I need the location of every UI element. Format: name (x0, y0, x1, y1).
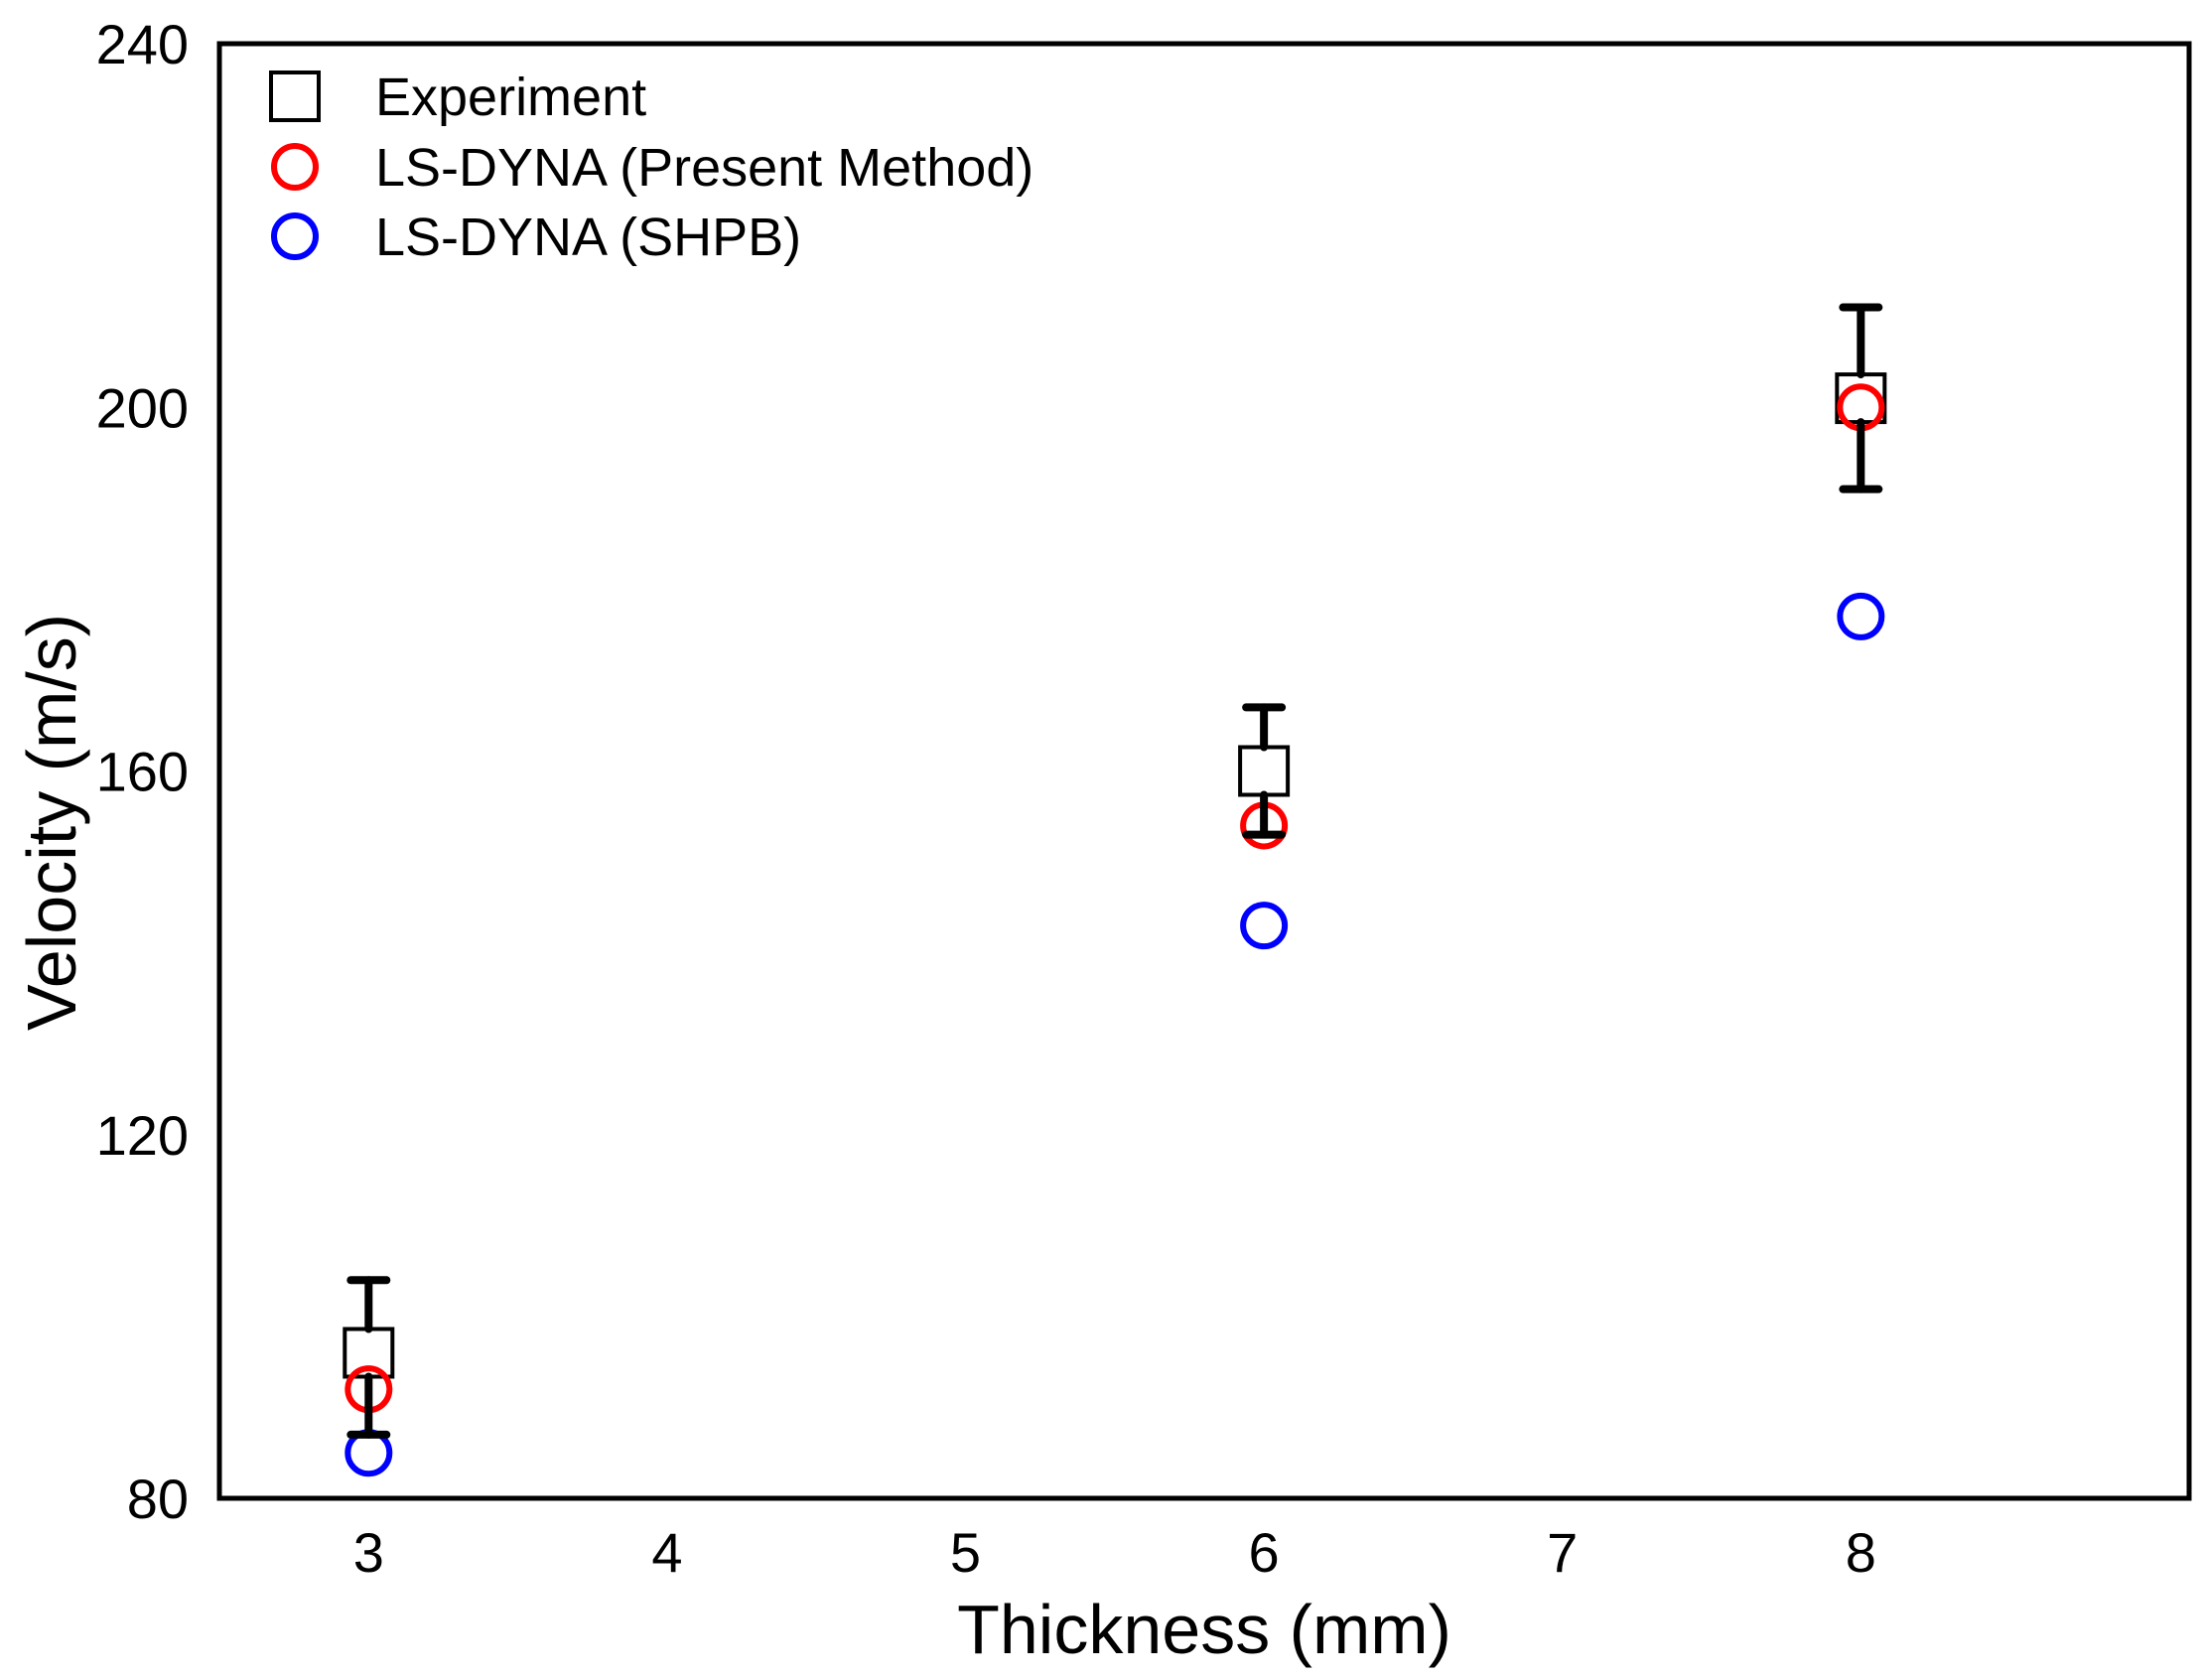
x-tick-label: 6 (1249, 1521, 1280, 1584)
error-bar (346, 1276, 391, 1439)
legend-label: Experiment (375, 68, 646, 127)
y-tick-label: 200 (96, 376, 189, 439)
x-tick-label: 4 (651, 1521, 682, 1584)
y-axis-title: Velocity (m/s) (13, 614, 90, 1031)
error-bar (1839, 303, 1883, 493)
y-tick-label: 160 (96, 741, 189, 803)
legend: Experiment LS-DYNA (Present Method) LS-DYN… (269, 68, 1033, 267)
error-bar (1242, 703, 1287, 839)
plot-frame (216, 41, 2192, 1501)
legend-label: LS-DYNA (Present Method) (375, 138, 1033, 198)
legend-marker-present-method (271, 143, 319, 191)
x-tick-label: 3 (353, 1521, 384, 1584)
shpb-marker (1240, 902, 1289, 950)
y-axis-ticks: 80 120 160 200 240 (96, 13, 189, 1530)
x-tick-label: 7 (1547, 1521, 1578, 1584)
x-axis-ticks: 3 4 5 6 7 8 (353, 1521, 1876, 1584)
y-tick-label: 120 (96, 1104, 189, 1167)
legend-label: LS-DYNA (SHPB) (375, 208, 801, 267)
plot-marks (343, 303, 1887, 1477)
x-tick-label: 5 (950, 1521, 981, 1584)
x-axis-title: Thickness (mm) (957, 1591, 1451, 1668)
shpb-marker (1837, 592, 1885, 640)
experiment-marker (1238, 745, 1291, 797)
legend-marker-shpb (271, 212, 319, 260)
x-tick-label: 8 (1846, 1521, 1876, 1584)
y-tick-label: 80 (127, 1468, 189, 1530)
y-tick-label: 240 (96, 13, 189, 75)
legend-marker-experiment (269, 70, 321, 122)
